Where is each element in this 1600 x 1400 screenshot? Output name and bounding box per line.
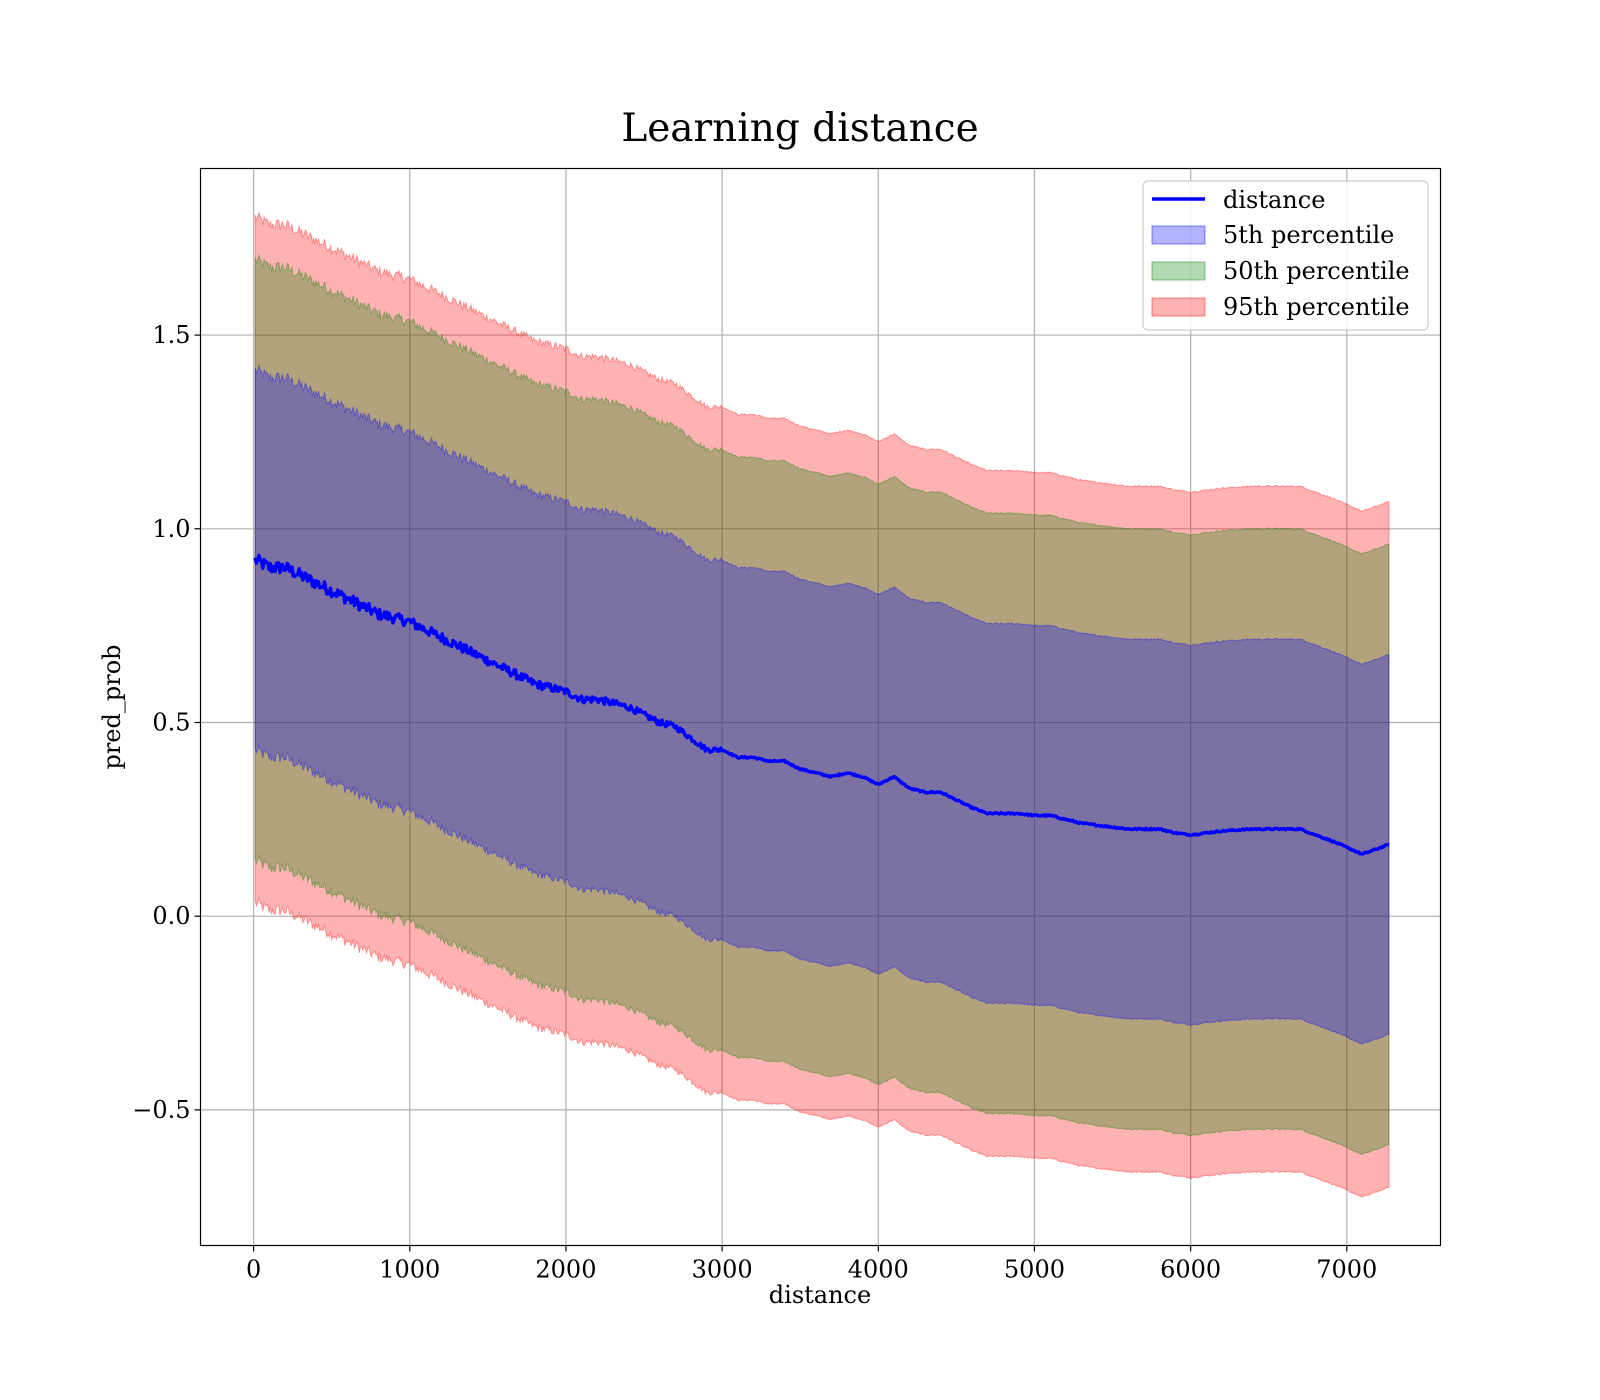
- y-tick-label: −0.5: [132, 1096, 190, 1124]
- x-tick-label: 3000: [692, 1256, 753, 1284]
- y-tick-label: 1.5: [152, 321, 190, 349]
- legend: distance 5th percentile 50th percentile …: [1142, 180, 1429, 331]
- legend-label-distance: distance: [1223, 186, 1325, 214]
- y-tick-label: 1.0: [152, 515, 190, 543]
- legend-swatch-95th: [1151, 297, 1206, 317]
- grid-lines: [200, 168, 1441, 1246]
- distance-line: [253, 553, 1390, 856]
- y-tick-label: 0.5: [152, 708, 190, 736]
- x-tick-label: 6000: [1160, 1256, 1221, 1284]
- band-5th-percentile: [254, 363, 1390, 1045]
- legend-swatch-50th: [1151, 261, 1206, 281]
- x-tick-label: 0: [246, 1256, 261, 1284]
- x-tick-label: 4000: [848, 1256, 909, 1284]
- x-tick-label: 2000: [535, 1256, 596, 1284]
- chart-title: Learning distance: [621, 106, 978, 151]
- x-tick-label: 1000: [379, 1256, 440, 1284]
- x-axis-ticks: 0 1000 2000 3000 4000 5000 6000 7000: [246, 1245, 1377, 1284]
- legend-label-95th: 95th percentile: [1223, 293, 1410, 321]
- percentile-bands: [254, 210, 1390, 1198]
- x-axis-label: distance: [769, 1281, 871, 1309]
- x-tick-label: 5000: [1004, 1256, 1065, 1284]
- plot-frame: [199, 167, 1442, 1247]
- legend-box: [1142, 180, 1429, 331]
- legend-label-50th: 50th percentile: [1223, 257, 1410, 285]
- legend-label-5th: 5th percentile: [1223, 221, 1394, 249]
- y-axis-label: pred_prob: [98, 644, 126, 769]
- legend-swatch-5th: [1151, 225, 1206, 245]
- y-axis-ticks: −0.5 0.0 0.5 1.0 1.5: [132, 321, 201, 1124]
- y-tick-label: 0.0: [152, 902, 190, 930]
- distance-series: [253, 553, 1390, 856]
- x-tick-label: 7000: [1316, 1256, 1377, 1284]
- band-95th-percentile: [254, 210, 1390, 1198]
- band-50th-percentile: [254, 253, 1390, 1155]
